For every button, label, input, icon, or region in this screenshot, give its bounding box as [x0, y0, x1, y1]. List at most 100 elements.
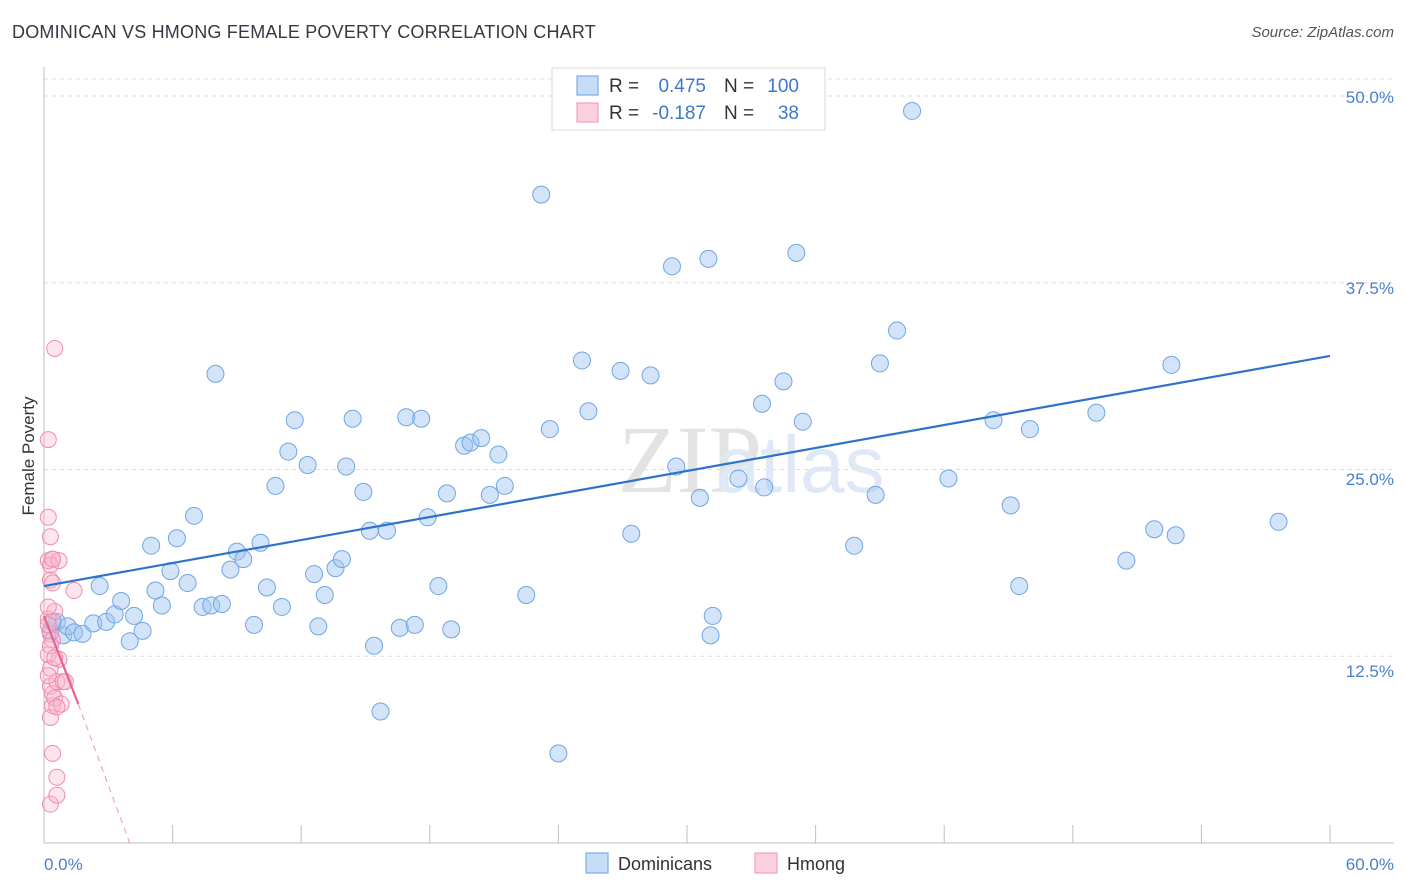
x-tick-label-max: 60.0%	[1346, 855, 1394, 874]
dominicans-point	[371, 702, 390, 721]
dominicans-point	[729, 469, 748, 488]
dominicans-point	[641, 366, 660, 385]
dominicans-point	[611, 361, 630, 380]
dominicans-point	[185, 506, 204, 525]
dominicans-point	[690, 488, 709, 507]
stats-r-value: -0.187	[652, 103, 706, 124]
dominicans-point	[266, 476, 285, 495]
axes	[43, 67, 1394, 844]
dominicans-point	[326, 559, 345, 578]
hmong-point	[65, 582, 83, 600]
hmong-point	[48, 698, 66, 716]
dominicans-point	[701, 626, 720, 645]
hmong-point	[41, 709, 59, 727]
watermark-atlas: atlas	[716, 420, 885, 509]
hmong-point	[48, 786, 66, 804]
dominicans-point	[793, 412, 812, 431]
dominicans-point	[495, 476, 514, 495]
dominicans-point	[753, 394, 772, 413]
dominicans-point	[152, 596, 171, 615]
dominicans-point	[703, 606, 722, 625]
dominicans-point	[1010, 577, 1029, 596]
dominicans-point	[397, 408, 416, 427]
dominicans-point	[572, 351, 591, 370]
y-tick-label: 25.0%	[1346, 470, 1394, 489]
hmong-point	[48, 673, 66, 691]
dominicans-point	[112, 591, 131, 610]
dominicans-point	[133, 621, 152, 640]
dominicans-point	[774, 372, 793, 391]
dominicans-point	[234, 550, 253, 569]
stats-r-value: 0.475	[658, 76, 706, 97]
dominicans-point	[1087, 403, 1106, 422]
dominicans-point	[120, 632, 139, 651]
dominicans-point	[532, 185, 551, 204]
dominicans-point	[540, 420, 559, 439]
dominicans-point	[146, 581, 165, 600]
stats-n-value: 100	[767, 76, 799, 97]
dominicans-point	[167, 529, 186, 548]
dominicans-point	[272, 597, 291, 616]
hmong-point	[50, 552, 68, 570]
dominicans-point	[870, 354, 889, 373]
stats-swatch-dominicans	[576, 75, 599, 96]
dominicans-point	[337, 457, 356, 476]
dominicans-point	[178, 574, 197, 593]
dominicans-point	[315, 585, 334, 604]
y-tick-labels: 12.5% 25.0% 37.5% 50.0%	[1346, 88, 1394, 681]
dominicans-point	[429, 577, 448, 596]
dominicans-point	[206, 364, 225, 383]
y-tick-label: 12.5%	[1346, 662, 1394, 681]
stats-r-label: R =	[609, 76, 639, 97]
chart-title: DOMINICAN VS HMONG FEMALE POVERTY CORREL…	[12, 22, 596, 42]
series-legend: Dominicans Hmong	[585, 852, 845, 874]
dominicans-point	[622, 524, 641, 543]
grid-lines	[44, 78, 1394, 657]
stats-legend: R = 0.475 N = 100 R = -0.187 N = 38	[551, 67, 826, 131]
hmong-trend-extension	[77, 703, 131, 844]
hmong-point	[44, 744, 62, 762]
dominicans-point	[142, 536, 161, 555]
y-tick-label: 37.5%	[1346, 279, 1394, 298]
hmong-point	[41, 795, 59, 813]
dominicans-point	[1162, 355, 1181, 374]
dominicans-point	[343, 409, 362, 428]
dominicans-point	[437, 484, 456, 503]
dominicans-point	[360, 521, 379, 540]
hmong-point	[48, 768, 66, 786]
dominicans-point	[755, 478, 774, 497]
dominicans-point	[1269, 512, 1288, 531]
dominicans-point	[332, 550, 351, 569]
dominicans-point	[699, 249, 718, 268]
hmong-point	[39, 508, 57, 526]
dominicans-point	[279, 442, 298, 461]
legend-swatch-dominicans	[585, 852, 609, 874]
dominicans-point	[1117, 551, 1136, 570]
dominicans-point	[309, 617, 328, 636]
y-tick-label: 50.0%	[1346, 88, 1394, 107]
dominicans-point	[662, 257, 681, 276]
dominicans-point	[257, 578, 276, 597]
legend-swatch-hmong	[754, 852, 778, 874]
hmong-point	[41, 528, 59, 546]
dominicans-point	[90, 577, 109, 596]
source-credit: Source: ZipAtlas.com	[1251, 24, 1394, 41]
dominicans-point	[517, 585, 536, 604]
watermark-zip: ZIP	[618, 406, 762, 513]
dominicans-point	[405, 615, 424, 634]
y-axis-label: Female Poverty	[19, 396, 38, 516]
dominicans-point	[549, 744, 568, 763]
stats-n-label: N =	[724, 103, 754, 124]
dominicans-trend-line	[43, 354, 1331, 588]
hmong-point	[39, 431, 57, 449]
stats-n-label: N =	[724, 76, 754, 97]
dominicans-point	[221, 560, 240, 579]
dominicans-point	[667, 457, 686, 476]
stats-r-label: R =	[609, 103, 639, 124]
dominicans-point	[1020, 420, 1039, 439]
dominicans-point	[84, 614, 103, 633]
hmong-point	[39, 598, 57, 616]
dominicans-point	[125, 606, 144, 625]
dominicans-point	[442, 620, 461, 639]
